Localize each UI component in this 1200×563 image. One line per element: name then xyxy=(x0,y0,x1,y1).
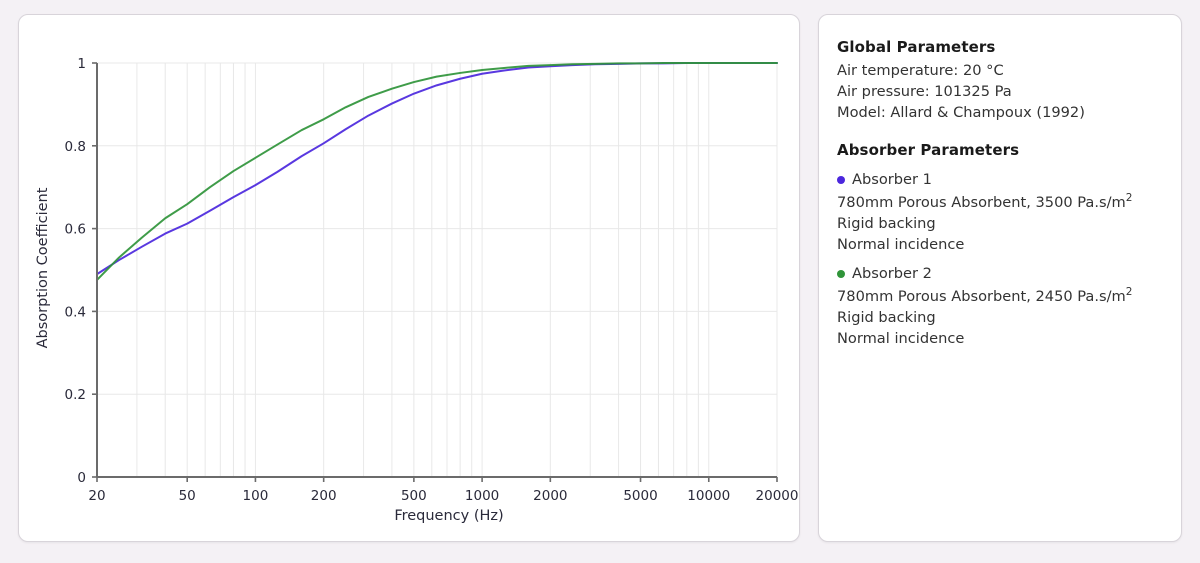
chart-gridlines xyxy=(96,62,778,478)
y-tick-label: 0 xyxy=(77,470,86,486)
y-tick-label: 1 xyxy=(77,56,86,72)
x-tick-label: 50 xyxy=(179,488,196,504)
global-parameter-line: Model: Allard & Champoux (1992) xyxy=(837,103,1085,121)
x-tick-label: 200 xyxy=(311,488,337,504)
legend-color-dot-icon xyxy=(837,176,845,185)
legend-item-absorber-1[interactable]: Absorber 1 xyxy=(837,170,1163,191)
absorber-incidence: Normal incidence xyxy=(837,329,965,347)
x-tick-label: 1000 xyxy=(465,488,499,504)
x-tick-label: 5000 xyxy=(623,488,657,504)
x-tick-label: 10000 xyxy=(687,488,730,504)
absorber-description-text: 780mm Porous Absorbent, 3500 Pa.s/m xyxy=(837,194,1126,212)
absorber-description: 780mm Porous Absorbent, 2450 Pa.s/m2 xyxy=(837,287,1163,308)
absorber-incidence: Normal incidence xyxy=(837,235,965,253)
absorber-description-superscript: 2 xyxy=(1125,286,1133,299)
x-tick-label: 2000 xyxy=(533,488,567,504)
y-axis-title: Absorption Coefficient xyxy=(35,187,51,348)
x-axis-title: Frequency (Hz) xyxy=(394,508,503,524)
y-tick-label: 0.2 xyxy=(65,387,86,403)
parameters-panel: Global Parameters Air temperature: 20 °C… xyxy=(818,14,1182,542)
legend-label: Absorber 2 xyxy=(852,264,932,282)
x-tick-label: 100 xyxy=(243,488,269,504)
global-parameters-heading: Global Parameters xyxy=(837,38,996,56)
y-tick-label: 0.4 xyxy=(65,304,86,320)
absorber-backing: Rigid backing xyxy=(837,215,936,233)
global-parameter-line: Air pressure: 101325 Pa xyxy=(837,83,1012,101)
chart-tick-labels: 20 50 100 200 500 1000 2000 5000 10000 20000 0 0.2 0… xyxy=(65,56,799,504)
x-tick-label: 500 xyxy=(401,488,427,504)
absorption-chart[interactable]: 20 50 100 200 500 1000 2000 5000 10000 20000 0 0.2 0… xyxy=(19,15,799,541)
x-tick-label: 20000 xyxy=(756,488,799,504)
y-tick-label: 0.6 xyxy=(65,222,86,238)
chart-axes xyxy=(92,62,778,482)
global-parameter-line: Air temperature: 20 °C xyxy=(837,62,1004,80)
chart-panel: 20 50 100 200 500 1000 2000 5000 10000 20000 0 0.2 0… xyxy=(18,14,800,542)
x-tick-label: 20 xyxy=(88,488,105,504)
absorber-parameters-heading: Absorber Parameters xyxy=(837,141,1020,160)
legend-label: Absorber 1 xyxy=(852,170,932,188)
spacer xyxy=(837,123,1163,140)
legend-item-absorber-2[interactable]: Absorber 2 xyxy=(837,264,1163,285)
y-tick-label: 0.8 xyxy=(65,139,86,155)
chart-series-layer xyxy=(96,62,778,281)
absorber-description: 780mm Porous Absorbent, 3500 Pa.s/m2 xyxy=(837,193,1163,214)
absorber-description-superscript: 2 xyxy=(1125,192,1133,205)
absorber-backing: Rigid backing xyxy=(837,309,936,327)
absorber-description-text: 780mm Porous Absorbent, 2450 Pa.s/m xyxy=(837,288,1126,306)
legend-color-dot-icon xyxy=(837,269,845,278)
